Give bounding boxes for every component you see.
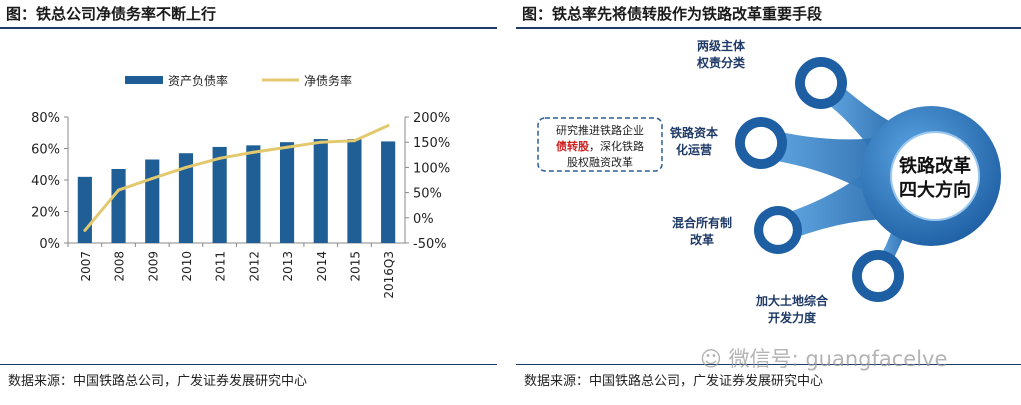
bar-2014 [314, 139, 328, 243]
bar-2012 [246, 145, 260, 243]
diagram-title: 图：铁总率先将债转股作为铁路改革重要手段 [522, 3, 822, 24]
branch-label-3: 改革 [690, 232, 714, 247]
y-tick-label-left: 20% [31, 206, 60, 221]
x-tick-label: 2009 [146, 251, 160, 282]
bar-2008 [111, 169, 125, 243]
callout-line-2: 债转股，深化铁路 [556, 139, 644, 153]
branch-label-2: 化运营 [676, 142, 712, 157]
branch-label-4: 加大土地综合 [755, 293, 829, 308]
y-tick-label-right: 200% [413, 111, 450, 126]
y-tick-label-left: 60% [31, 143, 60, 158]
bottom-rule [0, 364, 497, 365]
callout-line-2-rest: ，深化铁路 [589, 139, 644, 153]
branch-label-2: 铁路资本 [670, 125, 718, 140]
callout-line-1: 研究推进铁路企业 [556, 123, 644, 137]
x-tick-label: 2007 [79, 251, 93, 282]
line-point-2014 [319, 141, 322, 144]
y-tick-label-right: 150% [413, 136, 450, 151]
branch-label-1: 两级主体 [697, 38, 746, 53]
wechat-icon: ☺ [700, 347, 722, 371]
branch-node-inner-2 [745, 127, 777, 159]
line-point-2007 [83, 229, 86, 232]
hub-label-line: 四大方向 [899, 179, 971, 201]
line-point-2008 [117, 189, 120, 192]
branch-node-inner-1 [805, 67, 837, 99]
callout-highlight: 债转股 [556, 139, 590, 153]
bar-2009 [145, 160, 159, 243]
y-tick-label-right: 100% [413, 161, 450, 176]
line-point-2011 [218, 157, 221, 160]
y-tick-label-right: 50% [413, 187, 442, 202]
y-tick-label-right: 0% [413, 212, 434, 227]
line-point-2013 [286, 146, 289, 149]
wechat-watermark: ☺ 微信号: guangfacelve [700, 343, 947, 373]
line-point-2010 [184, 166, 187, 169]
x-tick-label: 2011 [214, 251, 228, 282]
y-tick-label-left: 40% [31, 174, 60, 189]
x-tick-label: 2015 [348, 251, 362, 282]
x-tick-label: 2016Q3 [382, 251, 396, 299]
legend-label-line: 净债务率 [304, 73, 352, 88]
x-tick-label: 2014 [315, 251, 329, 282]
callout-line-3: 股权融资改革 [567, 155, 633, 169]
branch-label-3: 混合所有制 [672, 215, 732, 230]
series-line-net-debt [85, 126, 388, 231]
bar-2011 [213, 147, 227, 243]
x-tick-label: 2013 [281, 251, 295, 282]
line-point-2016Q3 [387, 124, 390, 127]
watermark-text: 微信号: guangfacelve [729, 347, 948, 371]
line-point-2009 [151, 177, 154, 180]
branch-label-4: 开发力度 [768, 310, 817, 325]
chart-title: 图：铁总公司净债务率不断上行 [6, 3, 216, 24]
bar-2015 [347, 139, 361, 243]
y-tick-label-left: 0% [39, 237, 60, 252]
legend-label-bar: 资产负债率 [168, 73, 228, 88]
hub-label-line: 铁路改革 [899, 155, 971, 177]
x-tick-label: 2010 [180, 251, 194, 282]
source-note: 数据来源：中国铁路总公司，广发证券发展研究中心 [8, 370, 307, 389]
debt-ratio-chart: 资产负债率 净债务率 0% 20% 40% 60% 80% -50% 0% 50% 100% 150%… [0, 28, 497, 368]
chart-legend: 资产负债率 净债务率 [125, 73, 352, 88]
legend-swatch-bar [125, 76, 163, 84]
x-tick-label: 2012 [247, 251, 261, 282]
bar-2013 [280, 142, 294, 243]
branch-node-inner-3 [763, 215, 793, 245]
x-tick-label: 2008 [113, 251, 127, 282]
bar-2007 [78, 177, 92, 243]
left-panel: 图：铁总公司净债务率不断上行 资产负债率 净债务率 0% 20% 40% 60% 80% -5… [0, 0, 497, 405]
branch-node-inner-4 [862, 260, 894, 292]
line-point-2015 [353, 139, 356, 142]
branch-label-1: 权责分类 [696, 55, 746, 70]
y-tick-label-right: -50% [413, 237, 447, 252]
y-tick-label-left: 80% [31, 111, 60, 126]
line-point-2012 [252, 151, 255, 154]
bar-2016Q3 [381, 141, 395, 243]
